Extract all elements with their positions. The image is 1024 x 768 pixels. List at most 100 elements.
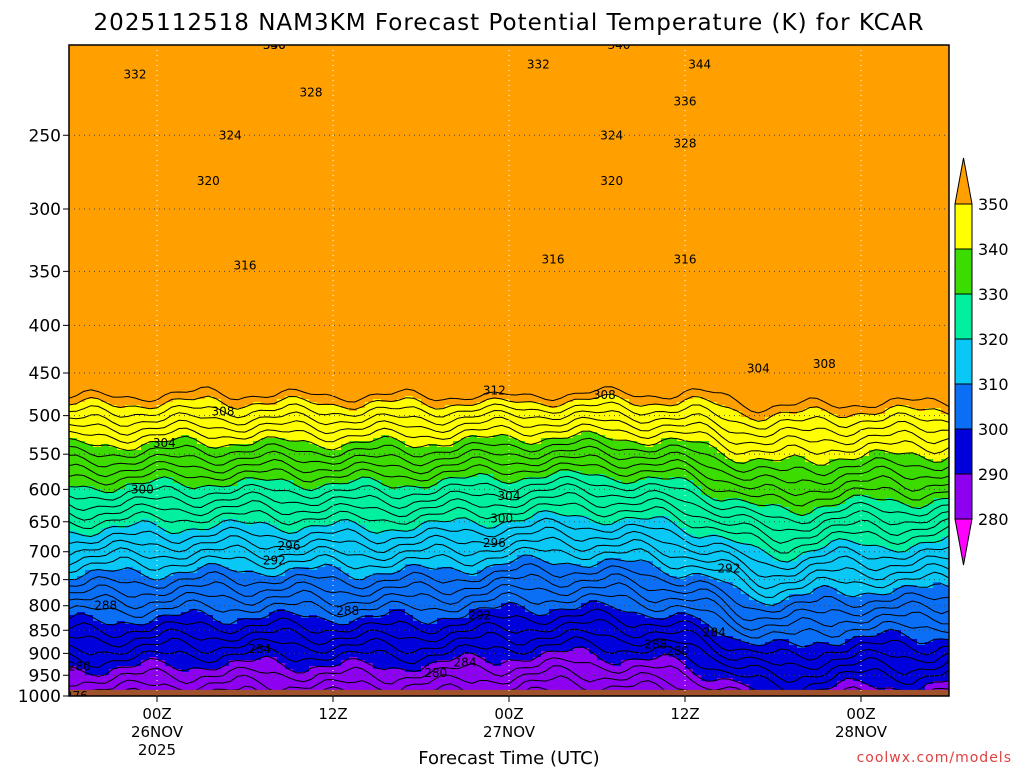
field-cell [725,456,790,460]
field-cell [933,501,949,505]
field-cell [69,312,949,316]
field-cell [581,432,598,436]
field-cell [69,51,949,55]
field-cell [613,522,678,526]
contour-label: 288 [644,637,667,651]
field-cell [357,618,414,622]
field-cell [69,243,949,247]
field-cell [901,630,949,634]
x-tick-label: 00Z [846,705,875,723]
field-cell [125,621,150,625]
field-cell [285,573,350,577]
y-tick-label: 950 [29,666,61,686]
field-cell [829,540,854,544]
field-cell [597,657,654,661]
field-cell [101,444,110,448]
contour-label: 336 [674,95,697,109]
field-cell [557,405,726,409]
field-cell [69,72,949,76]
field-cell [373,663,430,667]
field-cell [717,447,949,451]
field-cell [69,675,702,679]
field-cell [69,399,86,403]
field-cell [437,660,486,664]
field-cell [69,444,94,448]
chart-title: 2025112518 NAM3KM Forecast Potential Tem… [94,10,925,36]
field-cell [349,480,382,484]
field-cell [861,543,918,547]
y-tick-label: 600 [29,480,61,500]
isentrope-302 [69,591,949,639]
x-axis-label: Forecast Time (UTC) [418,748,599,768]
field-cell [93,486,126,490]
field-cell [69,393,606,397]
field-cell [69,228,949,232]
field-cell [381,483,438,487]
colorbar-top-arrow [954,157,973,205]
field-cell [717,630,886,634]
field-cell [69,81,949,85]
field-cell [605,558,622,562]
field-cell [477,402,542,406]
field-cell [69,306,949,310]
field-cell [189,609,198,613]
field-cell [925,408,942,412]
field-cell [837,588,894,592]
field-cell [85,573,142,577]
field-cell [69,327,949,331]
field-cell [333,621,350,625]
field-cell [253,570,286,574]
field-cell [341,519,350,523]
field-cell [69,663,142,667]
field-cell [741,414,774,418]
field-cell [197,486,302,490]
field-cell [101,621,118,625]
field-cell [309,567,318,571]
field-cell [549,474,606,478]
field-cell [293,612,390,616]
field-cell [157,615,214,619]
field-cell [85,441,150,445]
field-cell [445,477,494,481]
field-cell [709,627,949,631]
field-cell [517,438,542,442]
field-cell [381,399,398,403]
field-cell [69,456,726,460]
field-cell [69,111,949,115]
field-cell [69,138,949,142]
contour-label: 300 [490,512,513,526]
field-cell [293,480,350,484]
field-cell [893,405,910,409]
field-cell [117,405,126,409]
field-cell [829,459,934,463]
site-credit[interactable]: coolwx.com/models [857,750,1012,766]
isentrope-334 [69,454,949,497]
field-cell [941,582,949,586]
field-cell [541,510,550,514]
contour-label: 320 [600,174,623,188]
field-cell [573,648,590,652]
ground-fill [69,689,949,696]
field-cell [173,480,238,484]
field-cell [69,93,949,97]
field-cell [69,513,534,517]
field-cell [421,621,438,625]
isentrope-314 [69,536,949,590]
field-cell [165,576,350,580]
field-cell [69,45,949,49]
field-cell [101,489,118,493]
contour-label: 316 [542,253,565,267]
field-cell [69,333,949,337]
x-tick-label: 26NOV [131,723,184,741]
field-cell [213,618,238,622]
isentrope-304 [69,582,949,631]
contour-label: 340 [263,38,286,52]
field-cell [813,507,949,511]
isentrope-296 [69,619,949,671]
field-cell [805,513,949,517]
isentrope-328 [69,475,949,525]
field-cell [869,684,926,688]
field-cell [621,660,686,664]
field-cell [253,441,310,445]
field-cell [621,609,949,613]
